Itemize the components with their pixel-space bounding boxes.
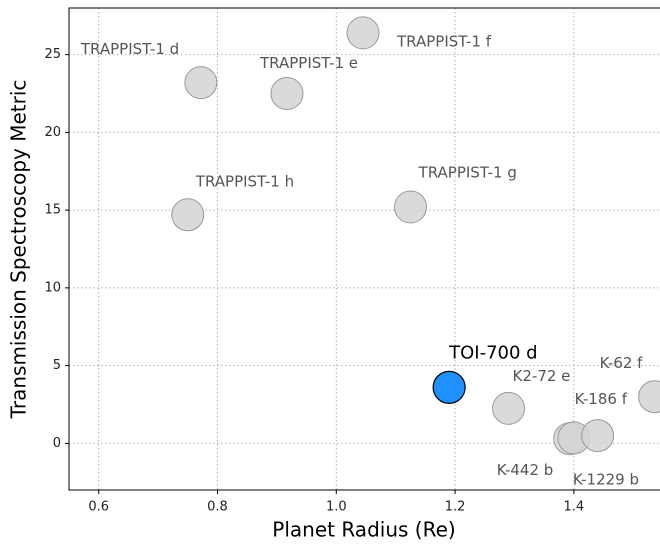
- point: [171, 198, 205, 232]
- point-label: TRAPPIST-1 f: [396, 32, 492, 50]
- point-label: K-62 f: [600, 354, 644, 372]
- point: [270, 77, 304, 111]
- x-tick-label: 1.2: [445, 500, 466, 515]
- point-label: TRAPPIST-1 h: [195, 172, 294, 190]
- point-label: TRAPPIST-1 d: [80, 40, 179, 58]
- x-axis-label: Planet Radius (Re): [272, 518, 455, 542]
- y-tick-label: 10: [44, 280, 61, 295]
- point-label: K-186 f: [575, 390, 628, 408]
- point-label: K-442 b: [497, 461, 554, 479]
- x-tick-label: 0.8: [207, 500, 228, 515]
- point: [394, 190, 428, 224]
- grid: 0.6 0.8 1.0 1.2 1.4 0 5 10 15 20 25: [44, 8, 660, 515]
- y-axis-label: Transmission Spectroscopy Metric: [7, 80, 31, 420]
- x-tick-label: 1.0: [326, 500, 347, 515]
- x-tick-label: 1.4: [564, 500, 585, 515]
- y-tick-label: 15: [44, 203, 61, 218]
- y-tick-label: 20: [44, 125, 61, 140]
- y-tick-label: 0: [53, 436, 61, 451]
- point: [184, 66, 218, 100]
- points: [171, 16, 660, 456]
- point: [581, 419, 615, 453]
- plot-frame: [68, 7, 660, 491]
- y-tick-label: 25: [44, 47, 61, 62]
- point-label: TOI-700 d: [448, 342, 537, 363]
- point-label: TRAPPIST-1 e: [259, 54, 358, 72]
- point-labels: TRAPPIST-1 d TRAPPIST-1 e TRAPPIST-1 f TRAP…: [80, 32, 643, 488]
- y-tick-label: 5: [53, 358, 61, 373]
- point-label: K-1229 b: [573, 470, 639, 488]
- point: [346, 16, 380, 50]
- point-label: K2-72 e: [513, 367, 571, 385]
- x-tick-label: 0.6: [88, 500, 109, 515]
- point-label: TRAPPIST-1 g: [418, 164, 517, 182]
- point: [432, 370, 466, 404]
- point: [492, 391, 526, 425]
- point: [638, 380, 660, 414]
